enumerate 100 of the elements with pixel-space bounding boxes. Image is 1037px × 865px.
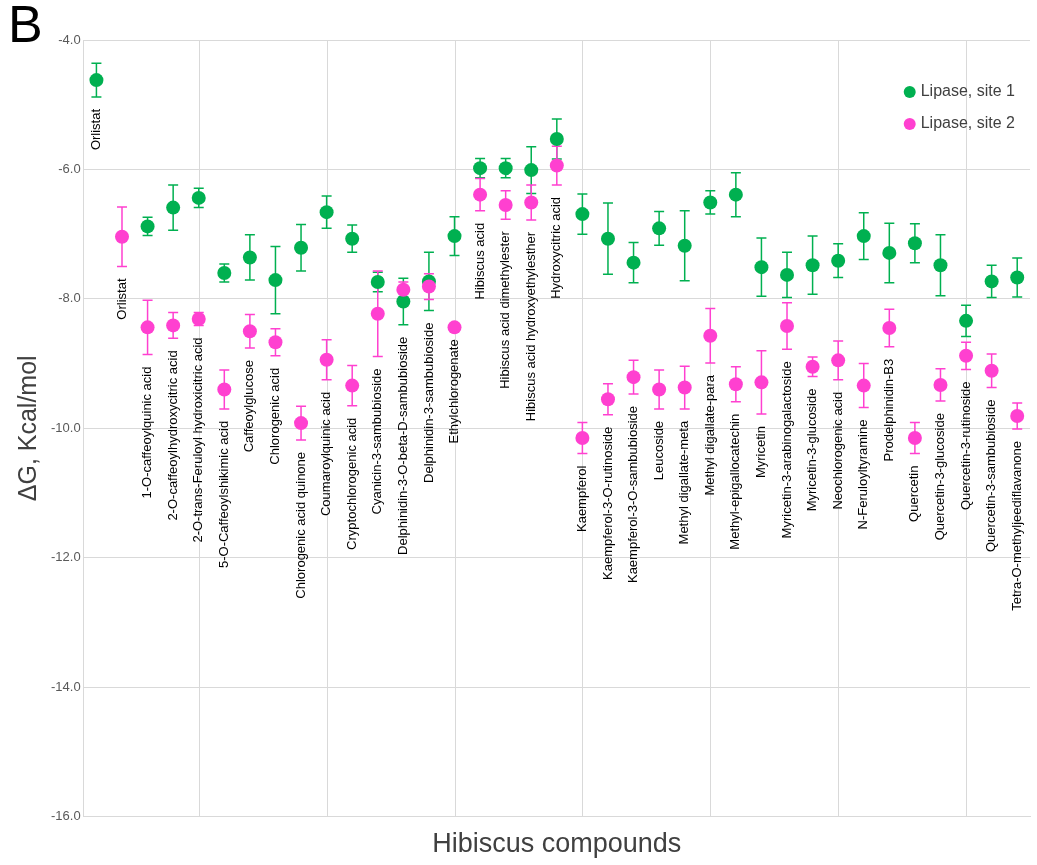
- point: [933, 258, 948, 273]
- y-tick-label: -6.0: [58, 161, 81, 177]
- y-tick-label: -16.0: [50, 808, 81, 824]
- x-tick-label: Orlistat: [113, 278, 129, 320]
- x-tick-label: Tetra-O-methyljeediflavanone: [1008, 440, 1024, 611]
- x-tick-label: 1-O-caffeoylquinic acid: [139, 366, 155, 499]
- y-axis-title: ΔG, Kcal/mol: [12, 355, 41, 502]
- x-tick-label: Kaempferol-3-O-rutinoside: [599, 426, 615, 580]
- point: [473, 161, 488, 176]
- point: [652, 221, 667, 236]
- x-tick-label: Orlistat: [88, 108, 103, 151]
- point: [856, 378, 871, 393]
- point: [370, 306, 385, 321]
- x-tick-label: Methyl digallate-para: [701, 374, 717, 496]
- x-tick-label: Chlorogenic acid: [267, 367, 283, 465]
- point: [626, 255, 641, 270]
- point: [1010, 270, 1025, 285]
- point: [754, 375, 769, 390]
- x-tick-label: Hydroxycitric acid: [548, 196, 564, 299]
- point: [677, 238, 692, 253]
- point: [524, 195, 539, 210]
- point: [319, 352, 334, 367]
- x-tick-label: Ethylchlorogenate: [446, 339, 462, 444]
- point: [652, 382, 667, 397]
- point: [831, 253, 846, 268]
- point: [805, 359, 820, 374]
- point: [703, 195, 718, 210]
- point: [626, 370, 641, 385]
- y-tick-label: -10.0: [50, 419, 81, 435]
- point: [473, 187, 488, 202]
- point: [345, 231, 360, 246]
- x-tick-label: 2-O-trans-Feruloyl hydroxicitric acid: [190, 337, 206, 543]
- legend-label: Lipase, site 1: [920, 82, 1016, 100]
- point: [345, 378, 360, 393]
- x-tick-label: Myricetin-3-arabinogalactoside: [778, 361, 794, 539]
- point: [575, 431, 590, 446]
- point: [140, 320, 155, 335]
- point: [831, 353, 846, 368]
- x-tick-label: Methyl-epigallocatechin: [727, 413, 743, 550]
- point: [549, 158, 564, 173]
- point: [703, 328, 718, 343]
- point: [907, 236, 922, 251]
- x-tick-label: Myricetin-3-glucoside: [804, 388, 820, 512]
- point: [421, 279, 436, 294]
- point: [882, 245, 897, 260]
- point: [1010, 409, 1025, 423]
- point: [728, 377, 743, 392]
- x-tick-label: Methyl digallate-meta: [676, 420, 692, 545]
- x-tick-label: Leucoside: [650, 420, 666, 481]
- point: [294, 416, 309, 431]
- x-tick-label: Kaempferol-3-O-sambubioside: [625, 406, 641, 584]
- point: [166, 318, 181, 333]
- point: [780, 267, 795, 282]
- point: [856, 229, 871, 244]
- point: [754, 260, 769, 275]
- point: [294, 240, 309, 255]
- point: [217, 382, 232, 397]
- point: [191, 190, 206, 205]
- point: [242, 324, 257, 339]
- x-tick-label: Quercetin-3-rutinoside: [957, 381, 973, 511]
- y-tick-label: -4.0: [58, 31, 81, 47]
- point: [115, 229, 129, 244]
- point: [242, 250, 257, 265]
- point: [89, 73, 104, 88]
- point: [984, 363, 999, 378]
- point: [907, 431, 922, 446]
- y-tick-label: -14.0: [50, 678, 81, 694]
- x-tick-label: Cyanicin-3-sambubioside: [369, 368, 385, 515]
- point: [984, 274, 999, 289]
- point: [677, 380, 692, 395]
- x-tick-label: 5-O-Caffeoylshikimic acid: [215, 420, 231, 569]
- x-tick-label: Coumaroylquinic acid: [318, 391, 334, 517]
- point: [498, 161, 513, 176]
- point: [959, 313, 974, 328]
- x-tick-label: Caffeoylglucose: [241, 360, 257, 453]
- x-tick-label: Prodelphinidin-B3: [880, 358, 896, 462]
- x-tick-label: N-Feruloyltyramine: [855, 419, 871, 530]
- x-tick-label: Quercetin: [906, 465, 922, 522]
- point: [728, 187, 743, 202]
- x-tick-label: Hibiscus acid: [471, 222, 487, 300]
- point: [370, 275, 385, 290]
- x-tick-label: Delphinidin-3-sambubioside: [420, 322, 436, 483]
- legend-label: Lipase, site 2: [920, 114, 1016, 132]
- point: [166, 200, 181, 215]
- point: [549, 132, 564, 147]
- x-axis-title: Hibiscus compounds: [432, 828, 682, 859]
- x-tick-label: Hibiscus acid hydroxyethylesther: [522, 231, 538, 422]
- chart-title: B: [8, 0, 43, 54]
- x-tick-label: Quercetin-3-glucoside: [932, 413, 948, 541]
- point: [882, 320, 897, 335]
- y-tick-label: -12.0: [50, 549, 81, 565]
- point: [268, 335, 283, 350]
- x-tick-label: Kaempferol: [573, 465, 589, 533]
- x-tick-label: Cryptochlorogenic acid: [343, 417, 359, 550]
- x-tick-label: Quercetin-3-sambubioside: [983, 399, 999, 552]
- point: [575, 207, 590, 222]
- x-tick-label: Delphinidin-3-O-beta-D-sambubioside: [394, 336, 410, 555]
- point: [959, 348, 974, 363]
- point: [498, 198, 513, 213]
- y-tick-label: -8.0: [58, 290, 81, 306]
